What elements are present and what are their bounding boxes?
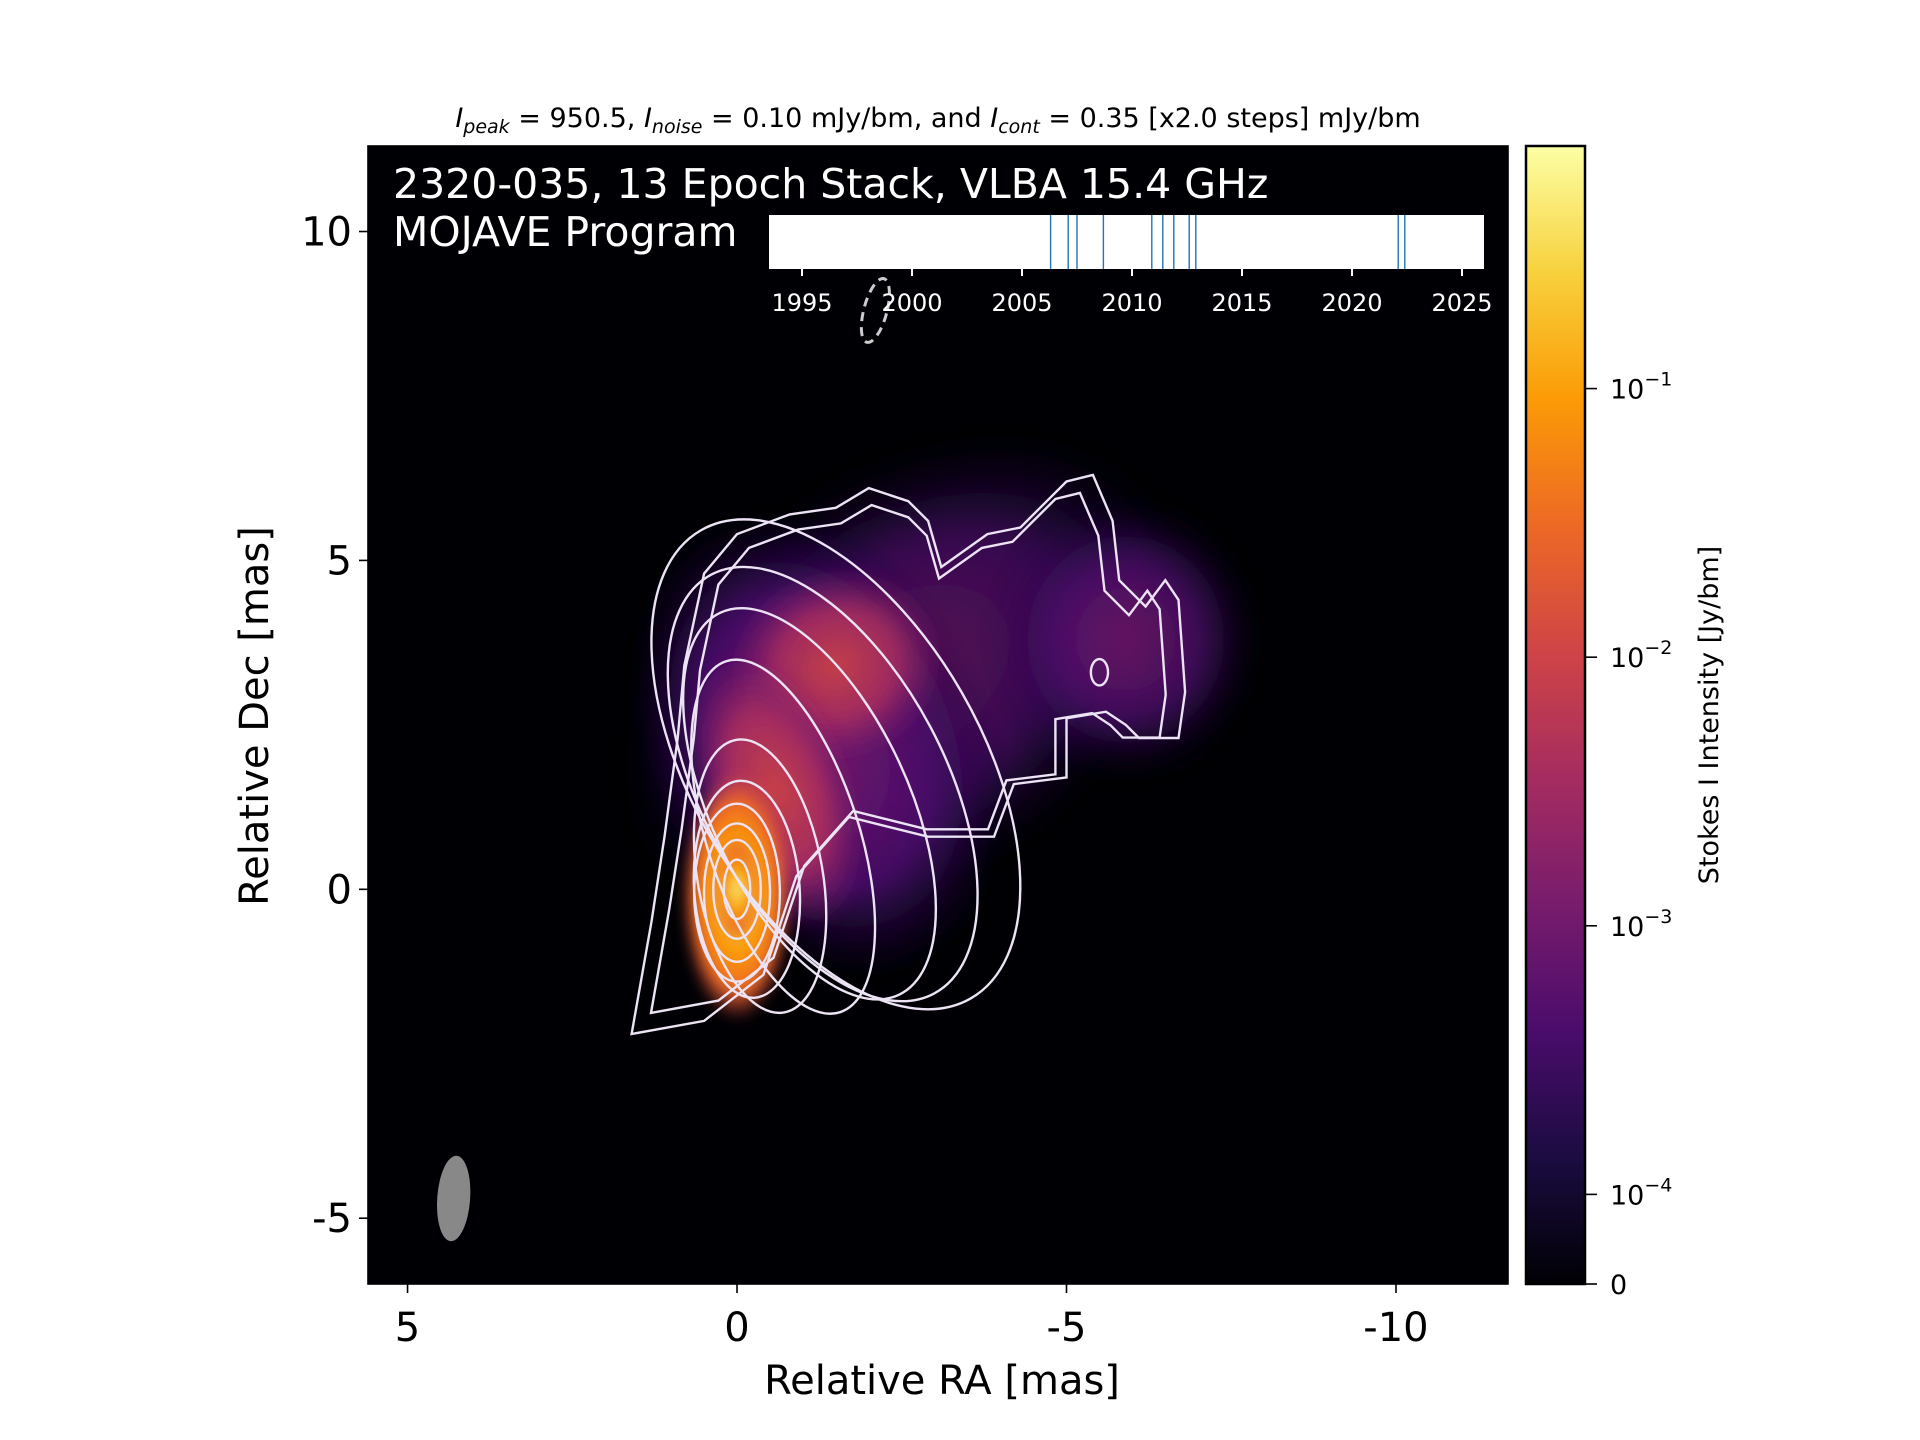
x-tick-label: -10 bbox=[1363, 1305, 1428, 1351]
x-axis: 5 0 -5 -10 bbox=[395, 1284, 1429, 1351]
y-tick-label: 0 bbox=[327, 867, 352, 913]
colorbar-tick-label: 10−3 bbox=[1610, 906, 1672, 943]
colorbar-tick-exponent: −3 bbox=[1644, 906, 1672, 928]
contour-line bbox=[712, 838, 762, 940]
colorbar-label: Stokes I Intensity [Jy/bm] bbox=[1694, 546, 1725, 884]
epoch-tick-label: 2025 bbox=[1431, 289, 1492, 317]
x-axis-label: Relative RA [mas] bbox=[764, 1358, 1120, 1404]
dashed-ellipse bbox=[859, 276, 891, 344]
contour-line bbox=[1089, 657, 1110, 687]
colorbar-tick-base: 10 bbox=[1610, 643, 1644, 674]
chart-title-part: = 950.5, bbox=[510, 103, 644, 134]
y-tick-label: -5 bbox=[312, 1196, 352, 1242]
epoch-tick-label: 1995 bbox=[771, 289, 832, 317]
contour-line bbox=[649, 491, 1167, 1015]
epoch-tick-label: 2010 bbox=[1101, 289, 1162, 317]
contour-line bbox=[702, 822, 772, 963]
contour-line bbox=[692, 802, 782, 983]
colorbar-tick-exponent: −4 bbox=[1644, 1174, 1672, 1196]
y-tick-label: 10 bbox=[301, 210, 352, 256]
colorbar-tick-label: 10−1 bbox=[1610, 369, 1672, 406]
intensity-image bbox=[368, 146, 1508, 1284]
chart-title-part: peak bbox=[462, 116, 510, 138]
colorbar: 10−110−210−310−40 Stokes I Intensity [Jy… bbox=[1524, 144, 1725, 1301]
chart-title-part: noise bbox=[652, 116, 703, 138]
contour-line bbox=[692, 738, 828, 1015]
colorbar-tick-label: 10−4 bbox=[1610, 1174, 1672, 1211]
y-axis: -5 0 5 10 bbox=[301, 210, 368, 1242]
y-axis-label: Relative Dec [mas] bbox=[232, 526, 278, 906]
epoch-timeline-ticks: 1995 2000 2005 2010 2015 2020 2025 bbox=[771, 269, 1493, 317]
chart-title-part: = 0.10 mJy/bm, and bbox=[702, 103, 990, 134]
contour-line bbox=[630, 473, 1187, 1036]
contour-layer bbox=[630, 473, 1187, 1036]
x-tick-label: -5 bbox=[1047, 1305, 1087, 1351]
chart-title-part: I bbox=[990, 103, 998, 134]
contour-line bbox=[681, 606, 938, 1001]
colorbar-ticks: 10−110−210−310−40 bbox=[1585, 369, 1672, 1301]
colorbar-tick-label: 0 bbox=[1610, 1270, 1627, 1301]
annotation-line-source: 2320-035, 13 Epoch Stack, VLBA 15.4 GHz bbox=[393, 160, 1268, 208]
chart-title-part: = 0.35 [x2.0 steps] mJy/bm bbox=[1040, 103, 1421, 134]
beam-ellipse bbox=[436, 1155, 471, 1242]
chart-title-part: cont bbox=[998, 116, 1041, 138]
emission-blob bbox=[1000, 507, 1252, 772]
colorbar-tick-label: 10−2 bbox=[1610, 637, 1672, 674]
colorbar-gradient bbox=[1524, 144, 1587, 1286]
colorbar-tick-base: 0 bbox=[1610, 1270, 1627, 1301]
epoch-tick-label: 2000 bbox=[881, 289, 942, 317]
contour-line bbox=[690, 658, 877, 1015]
plot-frame bbox=[367, 145, 1509, 1285]
epoch-tick-label: 2015 bbox=[1211, 289, 1272, 317]
y-tick-label: 5 bbox=[327, 538, 352, 584]
x-tick-label: 5 bbox=[395, 1305, 420, 1351]
colorbar-tick-base: 10 bbox=[1610, 912, 1644, 943]
epoch-lines bbox=[1049, 215, 1406, 269]
contour-line bbox=[722, 858, 752, 921]
annotation-line-program: MOJAVE Program bbox=[393, 208, 737, 256]
source-annotation: 2320-035, 13 Epoch Stack, VLBA 15.4 GHz … bbox=[393, 160, 1268, 256]
colorbar-tick-base: 10 bbox=[1610, 1180, 1644, 1211]
epoch-tick-label: 2020 bbox=[1321, 289, 1382, 317]
contour-line bbox=[650, 518, 1022, 1011]
epoch-tick-label: 2005 bbox=[991, 289, 1052, 317]
colorbar-tick-exponent: −1 bbox=[1644, 369, 1672, 391]
colorbar-tick-base: 10 bbox=[1610, 375, 1644, 406]
colorbar-tick-exponent: −2 bbox=[1644, 637, 1672, 659]
chart-title-part: I bbox=[455, 103, 463, 134]
epoch-timeline-box bbox=[769, 215, 1484, 269]
x-tick-label: 0 bbox=[724, 1305, 749, 1351]
chart-title-part: I bbox=[644, 103, 652, 134]
epoch-timeline: 1995 2000 2005 2010 2015 2020 2025 bbox=[769, 215, 1493, 317]
chart-title: Ipeak = 950.5, Inoise = 0.10 mJy/bm, and… bbox=[455, 103, 1420, 138]
